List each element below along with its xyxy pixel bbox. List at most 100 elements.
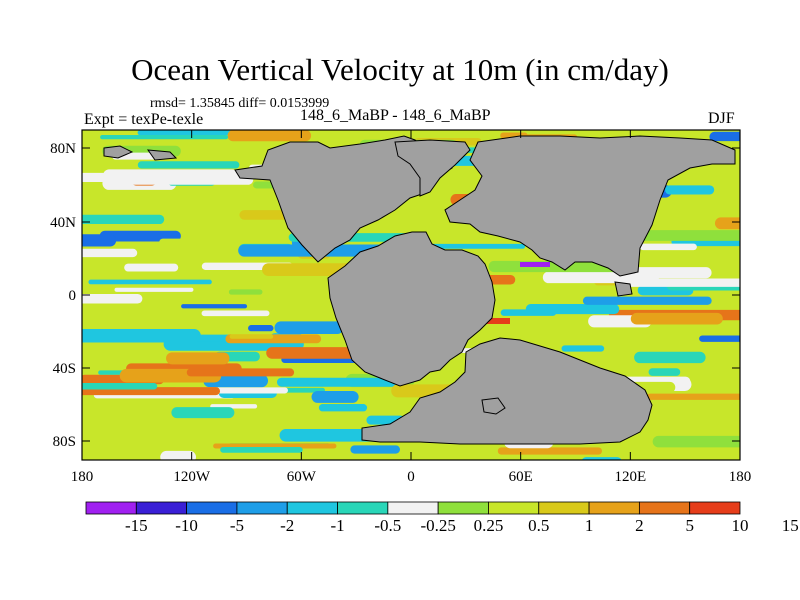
ocean-band [114, 287, 194, 292]
colorbar-label: -10 [175, 516, 198, 535]
ocean-band [520, 262, 550, 267]
case-label: 148_6_MaBP - 148_6_MaBP [300, 107, 491, 124]
colorbar-swatch [387, 501, 439, 515]
ocean-band [181, 304, 248, 309]
ocean-band [318, 403, 368, 412]
colorbar-label: 10 [732, 516, 749, 535]
ocean-band [276, 377, 404, 387]
ocean-band [82, 307, 163, 320]
x-tick-label: 0 [407, 469, 415, 485]
land-africa-antarctic [361, 337, 653, 445]
colorbar-swatch [638, 501, 691, 515]
ocean-band [714, 217, 740, 230]
ocean-band [82, 248, 138, 258]
land-south-america [327, 231, 496, 387]
ocean-band [100, 135, 229, 140]
ocean-band [699, 335, 740, 342]
ocean-band [228, 289, 263, 295]
x-tick-label: 120E [614, 469, 646, 485]
colorbar-swatch [488, 501, 540, 515]
colorbar-label: -1 [330, 516, 344, 535]
x-tick-label: 120W [173, 469, 211, 485]
colorbar-swatch [337, 501, 389, 515]
land-arctic-islands [103, 145, 134, 159]
ocean-band [122, 174, 254, 185]
colorbar-swatch [588, 501, 640, 515]
y-tick-label: 80N [50, 141, 76, 157]
y-tick-label: 0 [69, 288, 77, 304]
ocean-band [713, 347, 740, 359]
ocean-band [82, 234, 117, 247]
ocean-band [665, 185, 715, 195]
colorbar-label: 1 [585, 516, 594, 535]
ocean-band [137, 161, 240, 169]
ocean-field [82, 130, 740, 460]
y-tick-label: 80S [53, 434, 76, 450]
ocean-band [638, 230, 740, 241]
ocean-band [639, 243, 697, 251]
ocean-band [248, 325, 274, 332]
colorbar-swatch [437, 501, 489, 515]
y-tick-label: 40N [50, 215, 76, 231]
x-axis: 180 120W 60W 0 60E 120E 180 [71, 130, 752, 485]
x-tick-label: 60W [287, 469, 317, 485]
colorbar-label: -0.5 [374, 516, 401, 535]
ocean-band [709, 131, 740, 143]
colorbar-label: -0.25 [420, 516, 455, 535]
colorbar-label: -2 [280, 516, 294, 535]
land-southern-islands [481, 397, 506, 415]
ocean-band [88, 279, 212, 285]
ocean-band [124, 263, 179, 272]
ocean-band [311, 390, 359, 403]
ocean-band [470, 318, 510, 324]
colorbar-swatch [689, 501, 741, 515]
colorbar-label: 0.5 [528, 516, 549, 535]
ocean-band [274, 321, 344, 334]
plot-title: Ocean Vertical Velocity at 10m (in cm/da… [131, 52, 669, 87]
colorbar-swatch [186, 501, 238, 515]
ocean-band [159, 238, 199, 246]
ocean-band [201, 310, 270, 317]
ocean-band [582, 296, 712, 305]
colorbar-label: 2 [635, 516, 644, 535]
colorbar-label: 0.25 [474, 516, 504, 535]
ocean-band [634, 351, 706, 364]
ocean-band [82, 383, 158, 390]
y-axis: 80N 40N 0 40S 80S [50, 141, 740, 450]
ocean-band [227, 130, 312, 142]
ocean-band [220, 446, 303, 453]
colorbar-swatch [538, 501, 590, 515]
ocean-band [186, 368, 295, 377]
land-greenland [394, 139, 471, 197]
season-label: DJF [708, 110, 735, 127]
ocean-band [82, 293, 143, 304]
ocean-band [646, 393, 740, 400]
ocean-band [630, 312, 723, 325]
ocean-band [82, 328, 201, 343]
ocean-band [82, 214, 165, 225]
x-tick-label: 180 [729, 469, 752, 485]
y-tick-label: 40S [53, 361, 76, 377]
x-tick-label: 60E [509, 469, 533, 485]
experiment-label: Expt = texPe-texle [84, 111, 204, 128]
stats-line: rmsd= 1.35845 diff= 0.0153999 [150, 96, 330, 111]
ocean-band [561, 345, 605, 352]
colorbar-swatch [85, 501, 137, 515]
colorbar-swatch [236, 501, 288, 515]
ocean-band [137, 130, 244, 136]
land-arctic-islands-2 [146, 149, 178, 161]
ocean-band [497, 447, 602, 455]
ocean-band [652, 435, 740, 448]
colorbar: -15 -10 -5 -2 -1 -0.5 -0.25 0.25 0.5 1 2 5 10 15 [85, 501, 799, 535]
ocean-band [160, 450, 197, 460]
ocean-band [648, 368, 681, 376]
ocean-band [350, 445, 400, 454]
colorbar-label: 5 [685, 516, 694, 535]
colorbar-swatch [135, 501, 188, 515]
land-masses [103, 135, 736, 445]
x-tick-label: 180 [71, 469, 94, 485]
ocean-band [99, 230, 181, 242]
land-eurasia [444, 135, 736, 277]
land-small-islands [614, 281, 633, 297]
